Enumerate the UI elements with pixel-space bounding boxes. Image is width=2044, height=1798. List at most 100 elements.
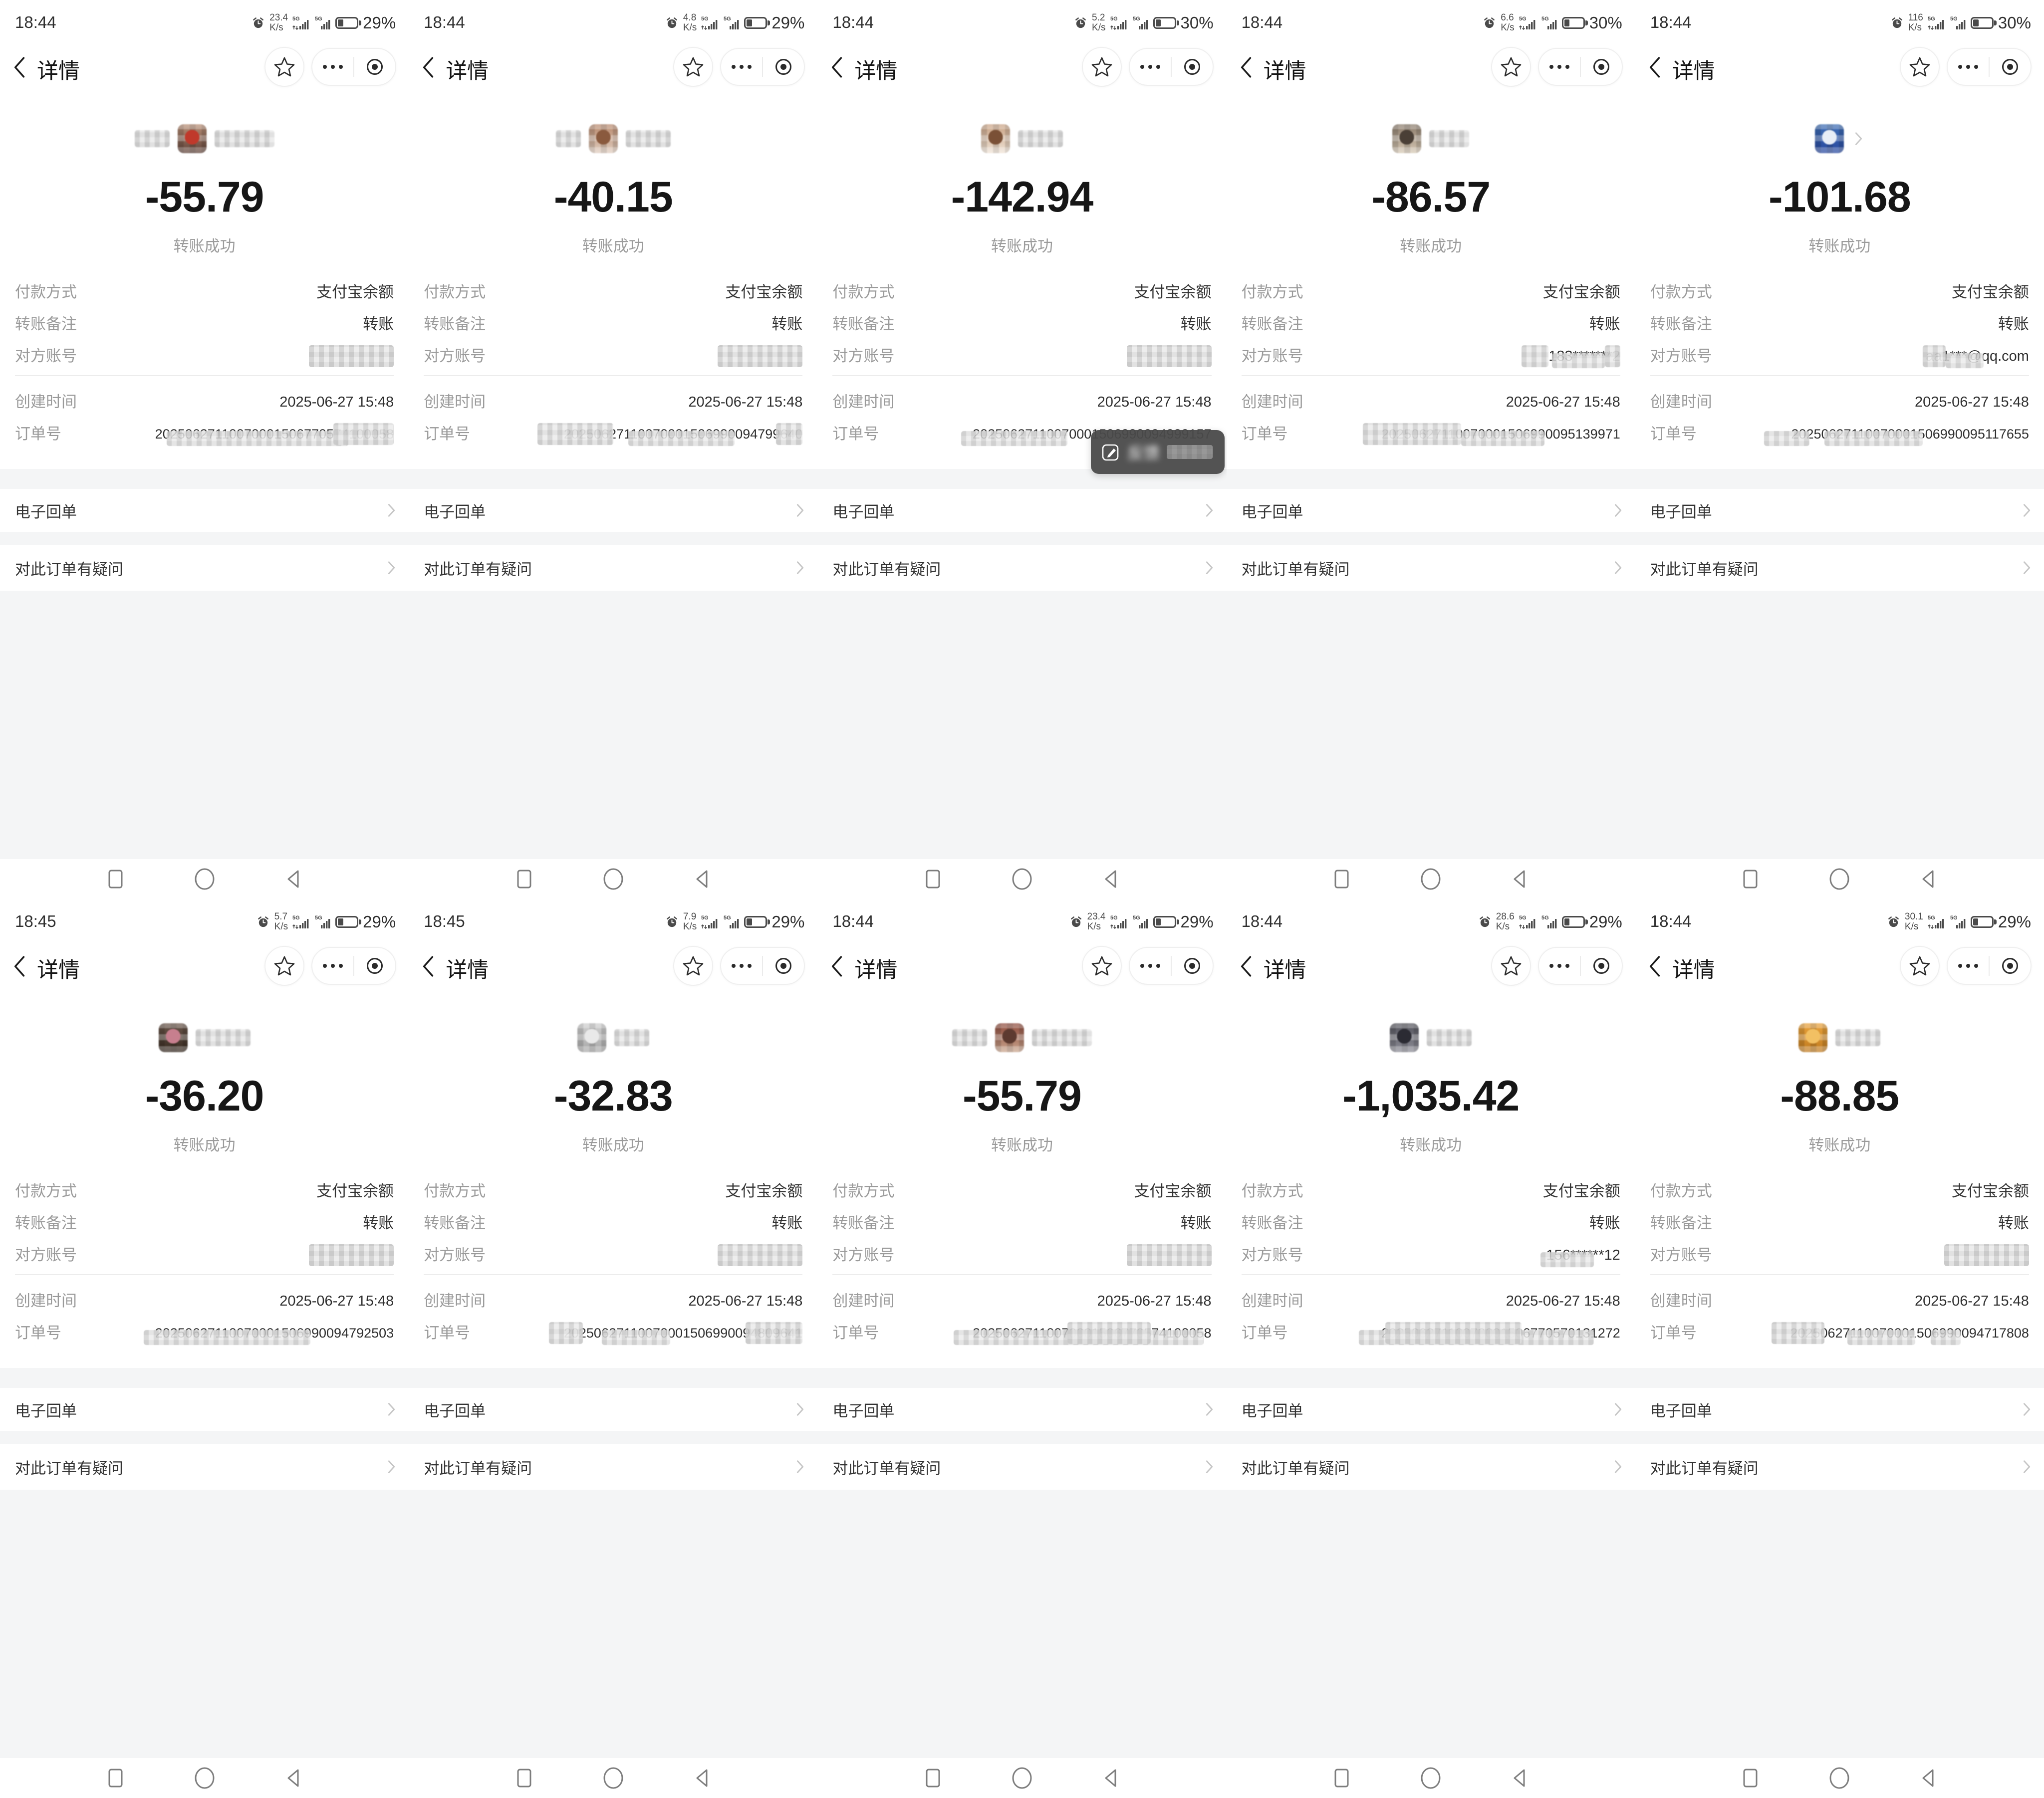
- miniapp-close-button[interactable]: [354, 958, 395, 974]
- payee-row[interactable]: [0, 118, 409, 160]
- miniapp-close-button[interactable]: [1581, 958, 1622, 974]
- back-icon[interactable]: [1239, 955, 1253, 978]
- nav-recents-button[interactable]: [512, 1767, 535, 1790]
- nav-recents-button[interactable]: [1330, 1767, 1353, 1790]
- nav-recents-button[interactable]: [1330, 868, 1353, 891]
- nav-recents-button[interactable]: [921, 1767, 944, 1790]
- back-icon[interactable]: [1647, 56, 1661, 79]
- favorite-button[interactable]: [1491, 946, 1531, 986]
- receipt-row[interactable]: 电子回单: [1635, 489, 2044, 532]
- nav-back-button[interactable]: [691, 1767, 714, 1790]
- nav-home-button[interactable]: [1419, 868, 1442, 891]
- nav-home-button[interactable]: [602, 868, 625, 891]
- receipt-row[interactable]: 电子回单: [1635, 1388, 2044, 1431]
- favorite-button[interactable]: [1491, 47, 1531, 87]
- payee-row[interactable]: [1227, 1017, 1635, 1059]
- receipt-row[interactable]: 电子回单: [817, 1388, 1227, 1431]
- nav-back-button[interactable]: [1917, 1767, 1940, 1790]
- back-icon[interactable]: [1239, 56, 1253, 79]
- nav-recents-button[interactable]: [104, 1767, 127, 1790]
- nav-recents-button[interactable]: [921, 868, 944, 891]
- more-button[interactable]: [312, 964, 353, 968]
- nav-back-button[interactable]: [1509, 868, 1532, 891]
- more-button[interactable]: [1948, 964, 1989, 968]
- miniapp-close-button[interactable]: [763, 958, 804, 974]
- back-icon[interactable]: [421, 56, 435, 79]
- nav-recents-button[interactable]: [104, 868, 127, 891]
- miniapp-close-button[interactable]: [1990, 59, 2031, 75]
- nav-back-button[interactable]: [1100, 1767, 1123, 1790]
- nav-home-button[interactable]: [602, 1767, 625, 1790]
- receipt-row[interactable]: 电子回单: [0, 1388, 409, 1431]
- miniapp-close-button[interactable]: [1990, 958, 2031, 974]
- nav-recents-button[interactable]: [1739, 1767, 1762, 1790]
- nav-recents-button[interactable]: [512, 868, 535, 891]
- favorite-button[interactable]: [1899, 946, 1940, 986]
- nav-back-button[interactable]: [1100, 868, 1123, 891]
- nav-back-button[interactable]: [282, 1767, 305, 1790]
- more-button[interactable]: [721, 65, 762, 69]
- miniapp-close-button[interactable]: [1172, 59, 1213, 75]
- nav-back-button[interactable]: [691, 868, 714, 891]
- more-button[interactable]: [1539, 65, 1580, 69]
- question-row[interactable]: 对此订单有疑问: [1226, 1444, 1635, 1490]
- miniapp-close-button[interactable]: [354, 59, 395, 75]
- more-button[interactable]: [1948, 65, 1989, 69]
- nav-home-button[interactable]: [1828, 1767, 1851, 1790]
- payee-row[interactable]: [0, 1017, 409, 1059]
- nav-back-button[interactable]: [282, 868, 305, 891]
- favorite-button[interactable]: [1082, 47, 1122, 87]
- favorite-button[interactable]: [673, 946, 714, 986]
- back-icon[interactable]: [1647, 955, 1661, 978]
- favorite-button[interactable]: [264, 47, 304, 87]
- favorite-button[interactable]: [264, 946, 304, 986]
- payee-row[interactable]: [817, 118, 1226, 160]
- feedback-toast[interactable]: 反馈: [1090, 430, 1225, 474]
- receipt-row[interactable]: 电子回单: [409, 489, 818, 532]
- more-button[interactable]: [721, 964, 762, 968]
- more-button[interactable]: [1130, 65, 1171, 69]
- question-row[interactable]: 对此订单有疑问: [817, 1444, 1227, 1490]
- favorite-button[interactable]: [673, 47, 714, 87]
- payee-row[interactable]: [817, 1017, 1226, 1059]
- nav-home-button[interactable]: [1419, 1767, 1442, 1790]
- question-row[interactable]: 对此订单有疑问: [1635, 545, 2044, 591]
- back-icon[interactable]: [12, 955, 26, 978]
- nav-home-button[interactable]: [1828, 868, 1851, 891]
- receipt-row[interactable]: 电子回单: [1226, 489, 1635, 532]
- nav-home-button[interactable]: [1011, 1767, 1033, 1790]
- payee-row[interactable]: [1635, 118, 2044, 160]
- more-button[interactable]: [1539, 964, 1580, 968]
- favorite-button[interactable]: [1082, 946, 1122, 986]
- question-row[interactable]: 对此订单有疑问: [817, 545, 1227, 591]
- miniapp-close-button[interactable]: [763, 59, 804, 75]
- question-row[interactable]: 对此订单有疑问: [0, 1444, 409, 1490]
- back-icon[interactable]: [829, 955, 843, 978]
- receipt-row[interactable]: 电子回单: [1226, 1388, 1635, 1431]
- receipt-row[interactable]: 电子回单: [409, 1388, 818, 1431]
- question-row[interactable]: 对此订单有疑问: [409, 545, 818, 591]
- question-row[interactable]: 对此订单有疑问: [409, 1444, 818, 1490]
- nav-home-button[interactable]: [193, 868, 216, 891]
- miniapp-close-button[interactable]: [1172, 958, 1213, 974]
- back-icon[interactable]: [12, 56, 26, 79]
- nav-back-button[interactable]: [1917, 868, 1940, 891]
- receipt-row[interactable]: 电子回单: [0, 489, 409, 532]
- nav-back-button[interactable]: [1509, 1767, 1532, 1790]
- more-button[interactable]: [1130, 964, 1171, 968]
- question-row[interactable]: 对此订单有疑问: [0, 545, 409, 591]
- payee-row[interactable]: [1635, 1017, 2044, 1059]
- nav-recents-button[interactable]: [1739, 868, 1762, 891]
- question-row[interactable]: 对此订单有疑问: [1226, 545, 1635, 591]
- favorite-button[interactable]: [1899, 47, 1940, 87]
- miniapp-close-button[interactable]: [1581, 59, 1622, 75]
- receipt-row[interactable]: 电子回单: [817, 489, 1227, 532]
- payee-row[interactable]: [1227, 118, 1635, 160]
- payee-row[interactable]: [409, 1017, 817, 1059]
- back-icon[interactable]: [829, 56, 843, 79]
- question-row[interactable]: 对此订单有疑问: [1635, 1444, 2044, 1490]
- nav-home-button[interactable]: [1011, 868, 1033, 891]
- payee-row[interactable]: [409, 118, 817, 160]
- nav-home-button[interactable]: [193, 1767, 216, 1790]
- more-button[interactable]: [312, 65, 353, 69]
